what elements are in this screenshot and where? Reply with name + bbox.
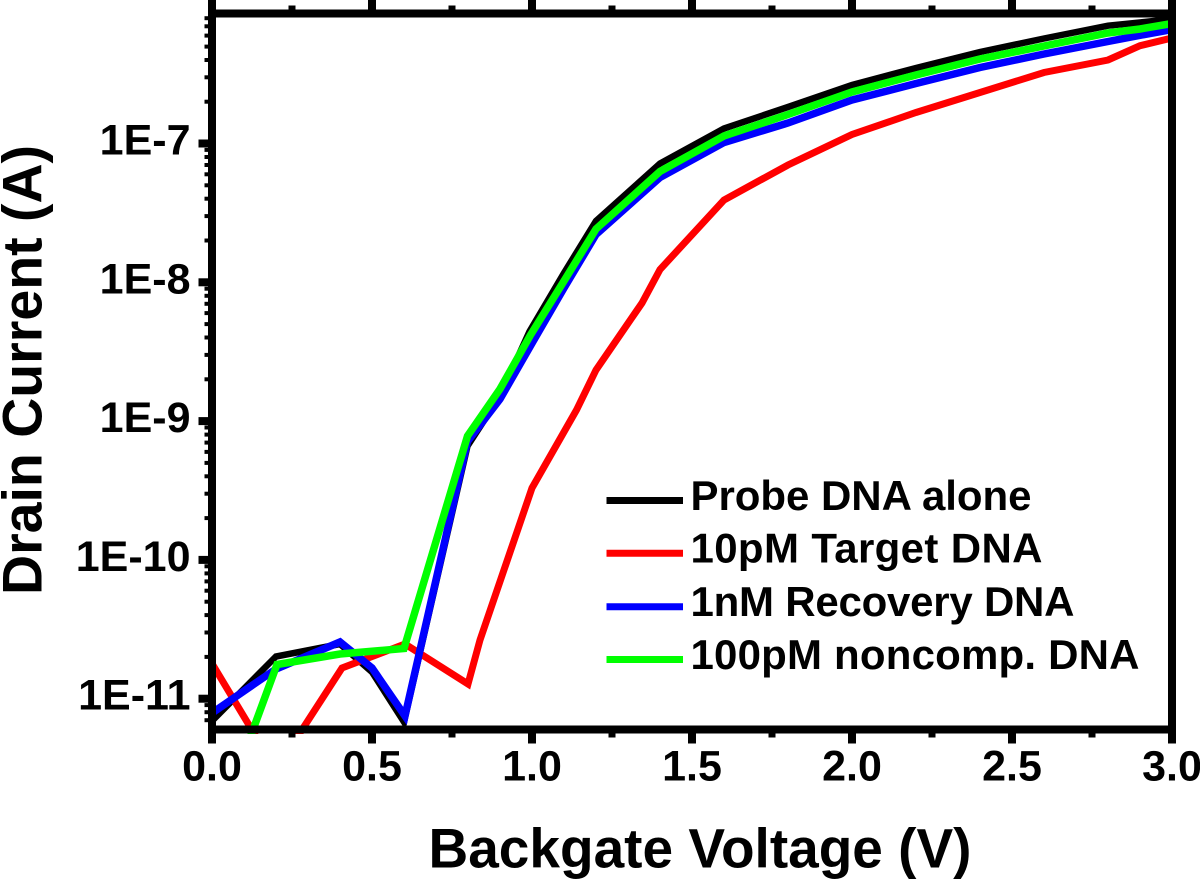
svg-text:2.0: 2.0 xyxy=(822,743,882,791)
svg-text:0.5: 0.5 xyxy=(342,743,402,791)
svg-text:1nM Recovery DNA: 1nM Recovery DNA xyxy=(691,578,1075,625)
svg-text:Backgate Voltage (V): Backgate Voltage (V) xyxy=(429,818,972,880)
svg-text:1E-7: 1E-7 xyxy=(100,117,191,165)
svg-text:3.0: 3.0 xyxy=(1142,743,1200,791)
svg-text:Probe DNA alone: Probe DNA alone xyxy=(691,472,1032,519)
svg-text:10pM Target DNA: 10pM Target DNA xyxy=(691,525,1043,572)
svg-text:1E-11: 1E-11 xyxy=(78,672,190,720)
svg-text:1E-9: 1E-9 xyxy=(100,394,191,442)
svg-text:1E-8: 1E-8 xyxy=(100,255,191,303)
svg-text:1.0: 1.0 xyxy=(502,743,562,791)
svg-text:0.0: 0.0 xyxy=(182,743,242,791)
svg-text:100pM noncomp. DNA: 100pM noncomp. DNA xyxy=(691,631,1140,678)
svg-text:Drain Current (A): Drain Current (A) xyxy=(0,145,54,595)
svg-text:1.5: 1.5 xyxy=(662,743,722,791)
svg-text:2.5: 2.5 xyxy=(982,743,1042,791)
svg-text:1E-10: 1E-10 xyxy=(76,533,191,581)
